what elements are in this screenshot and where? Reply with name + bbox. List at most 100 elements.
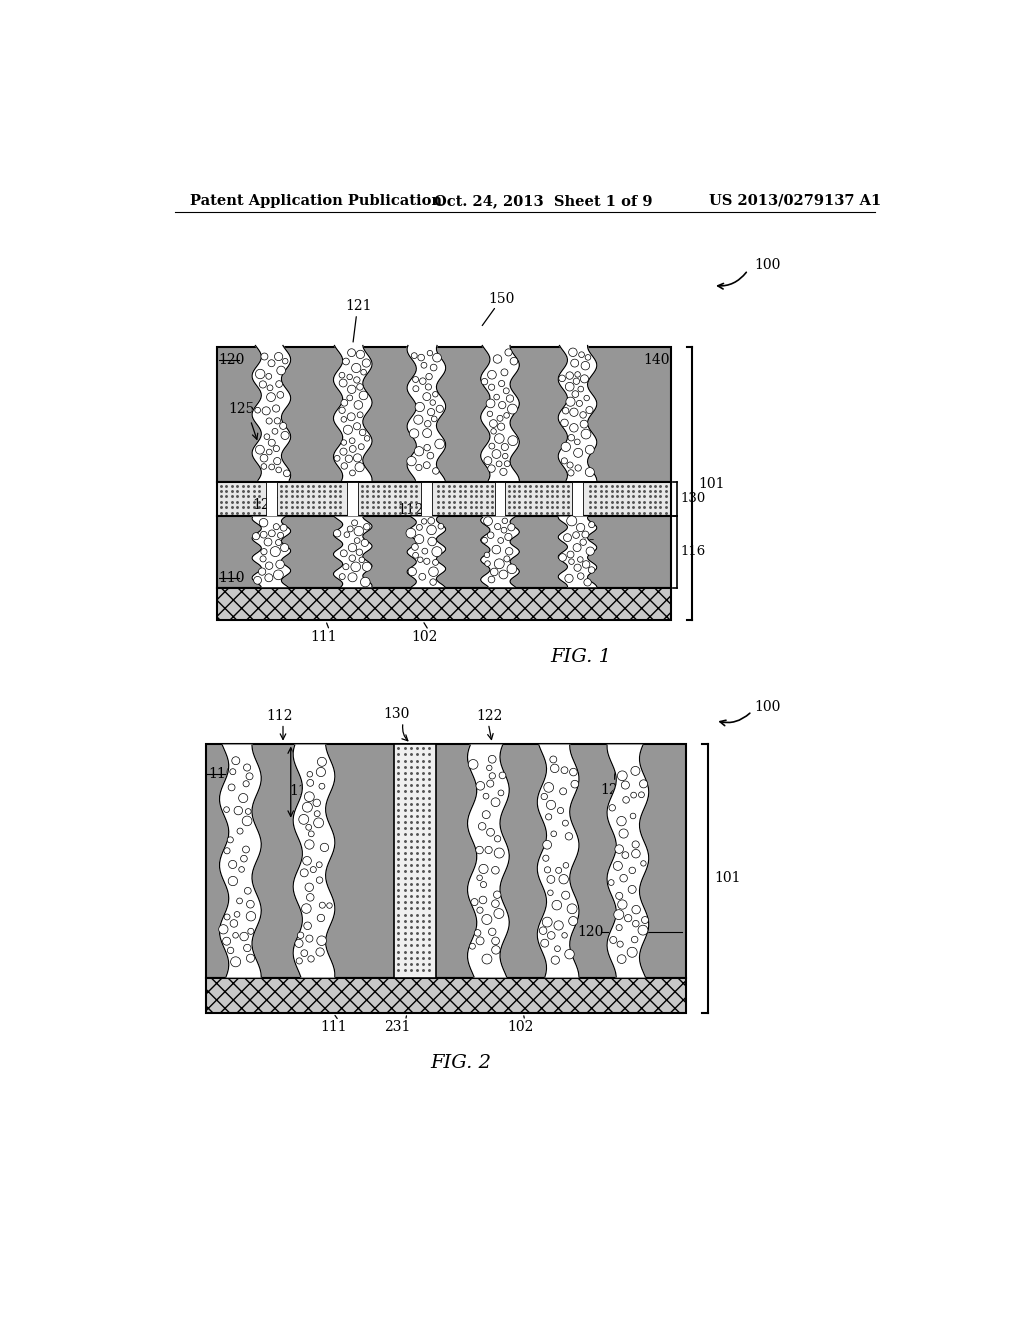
Circle shape [255, 408, 260, 413]
Circle shape [246, 772, 253, 780]
Circle shape [273, 445, 280, 451]
Circle shape [487, 465, 496, 473]
Circle shape [266, 418, 272, 424]
Circle shape [554, 921, 563, 931]
Circle shape [492, 937, 500, 945]
Polygon shape [293, 744, 335, 977]
Circle shape [306, 894, 314, 902]
Circle shape [343, 564, 349, 570]
Circle shape [617, 954, 626, 964]
Circle shape [557, 808, 563, 813]
Bar [394, 743, 436, 978]
Circle shape [573, 564, 582, 572]
Circle shape [223, 807, 229, 812]
Circle shape [556, 867, 562, 874]
Circle shape [428, 537, 436, 545]
Circle shape [572, 391, 579, 397]
Circle shape [613, 862, 623, 870]
Circle shape [510, 358, 518, 364]
Circle shape [482, 954, 492, 964]
Circle shape [568, 916, 578, 925]
Circle shape [231, 756, 240, 764]
Circle shape [349, 438, 355, 444]
Circle shape [310, 866, 316, 873]
Circle shape [280, 422, 287, 429]
Circle shape [432, 392, 438, 397]
Circle shape [302, 803, 312, 812]
Circle shape [566, 516, 577, 525]
Circle shape [243, 816, 252, 826]
Circle shape [305, 840, 314, 849]
Circle shape [504, 461, 510, 466]
Text: Oct. 24, 2013  Sheet 1 of 9: Oct. 24, 2013 Sheet 1 of 9 [434, 194, 652, 207]
Text: 122: 122 [252, 498, 279, 512]
Circle shape [565, 833, 572, 840]
Circle shape [339, 372, 345, 378]
Circle shape [574, 372, 581, 378]
Circle shape [301, 950, 307, 957]
Circle shape [430, 400, 435, 405]
Circle shape [589, 566, 595, 573]
Circle shape [431, 416, 437, 422]
Circle shape [617, 941, 624, 948]
Circle shape [586, 407, 593, 413]
Circle shape [552, 900, 561, 909]
Circle shape [245, 887, 251, 894]
Circle shape [365, 436, 370, 441]
Circle shape [577, 400, 583, 407]
Circle shape [483, 793, 488, 799]
Circle shape [307, 780, 313, 787]
Circle shape [413, 385, 419, 392]
Circle shape [274, 417, 281, 424]
Circle shape [471, 899, 478, 906]
Polygon shape [407, 346, 445, 480]
Circle shape [486, 829, 495, 836]
Circle shape [560, 788, 566, 795]
Circle shape [476, 846, 483, 854]
Circle shape [283, 359, 288, 364]
Circle shape [543, 841, 552, 849]
Circle shape [623, 796, 630, 803]
Circle shape [359, 557, 365, 562]
Circle shape [622, 781, 630, 789]
Circle shape [316, 876, 323, 883]
Circle shape [260, 556, 266, 562]
Circle shape [639, 792, 644, 797]
Circle shape [484, 561, 490, 566]
Bar [572, 482, 583, 516]
Circle shape [505, 533, 512, 540]
Polygon shape [252, 517, 291, 586]
Circle shape [562, 820, 568, 826]
Circle shape [584, 578, 591, 586]
Circle shape [577, 524, 585, 532]
Circle shape [413, 552, 419, 558]
Circle shape [347, 385, 356, 393]
Circle shape [228, 876, 238, 886]
Circle shape [354, 401, 362, 409]
Circle shape [265, 562, 272, 569]
Circle shape [499, 772, 506, 779]
Circle shape [339, 407, 345, 413]
Circle shape [494, 355, 502, 363]
Circle shape [224, 847, 230, 854]
Circle shape [351, 520, 357, 525]
Circle shape [341, 440, 346, 445]
Circle shape [304, 921, 311, 929]
Text: 120: 120 [578, 925, 604, 940]
Circle shape [544, 783, 554, 792]
Circle shape [498, 537, 504, 544]
Circle shape [343, 358, 349, 364]
Circle shape [502, 444, 508, 450]
Text: 116: 116 [681, 545, 706, 558]
Circle shape [495, 558, 504, 569]
Circle shape [632, 936, 638, 942]
Circle shape [479, 896, 486, 904]
Circle shape [507, 564, 517, 574]
Bar [217, 516, 671, 589]
Circle shape [420, 378, 426, 384]
Circle shape [247, 900, 254, 908]
Circle shape [358, 444, 365, 450]
Circle shape [237, 828, 243, 834]
Circle shape [276, 366, 286, 375]
Circle shape [415, 446, 424, 455]
